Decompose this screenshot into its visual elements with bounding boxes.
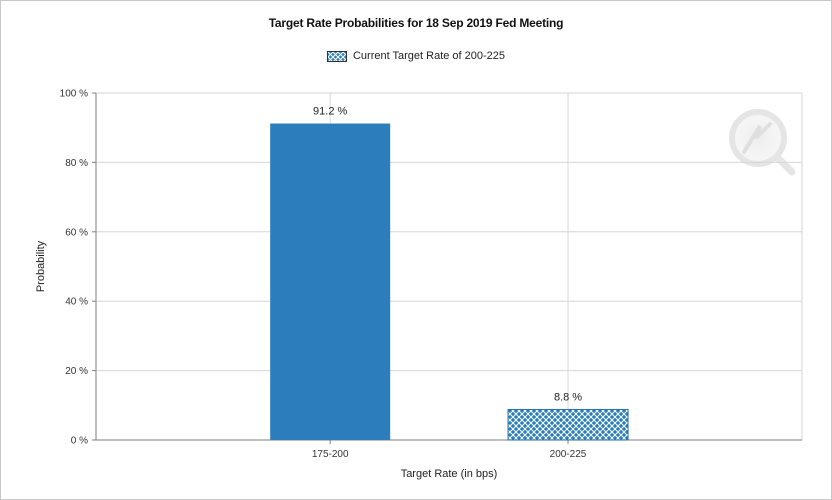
bar-175-200 — [270, 123, 391, 440]
bar-200-225 — [507, 408, 629, 441]
labels: 0 % 20 % 40 % 60 % 80 % 100 % 91.2 % 175-200 8.8… — [35, 89, 587, 481]
x-tick-label: 200-225 — [550, 449, 587, 460]
y-tick-label: 60 % — [65, 227, 88, 238]
chart-title: Target Rate Probabilities for 18 Sep 201… — [268, 16, 564, 30]
y-tick-label: 0 % — [71, 436, 88, 447]
grid — [96, 92, 803, 441]
y-tick-label: 80 % — [65, 158, 88, 169]
axes — [92, 92, 802, 444]
y-tick-label: 100 % — [60, 89, 88, 100]
x-axis-title: Target Rate (in bps) — [401, 468, 498, 480]
watermark-logo-icon — [729, 109, 796, 176]
legend-label: Current Target Rate of 200-225 — [352, 50, 506, 62]
x-tick-label: 175-200 — [312, 449, 349, 460]
y-tick-label: 20 % — [65, 366, 88, 377]
data-label: 91.2 % — [313, 106, 347, 118]
legend-swatch-crosshatch — [326, 50, 347, 62]
data-label: 8.8 % — [554, 391, 582, 403]
legend: Current Target Rate of 200-225 — [0, 50, 832, 62]
y-tick-label: 40 % — [65, 297, 88, 308]
y-axis-title: Probability — [35, 240, 47, 292]
bars — [270, 123, 629, 441]
